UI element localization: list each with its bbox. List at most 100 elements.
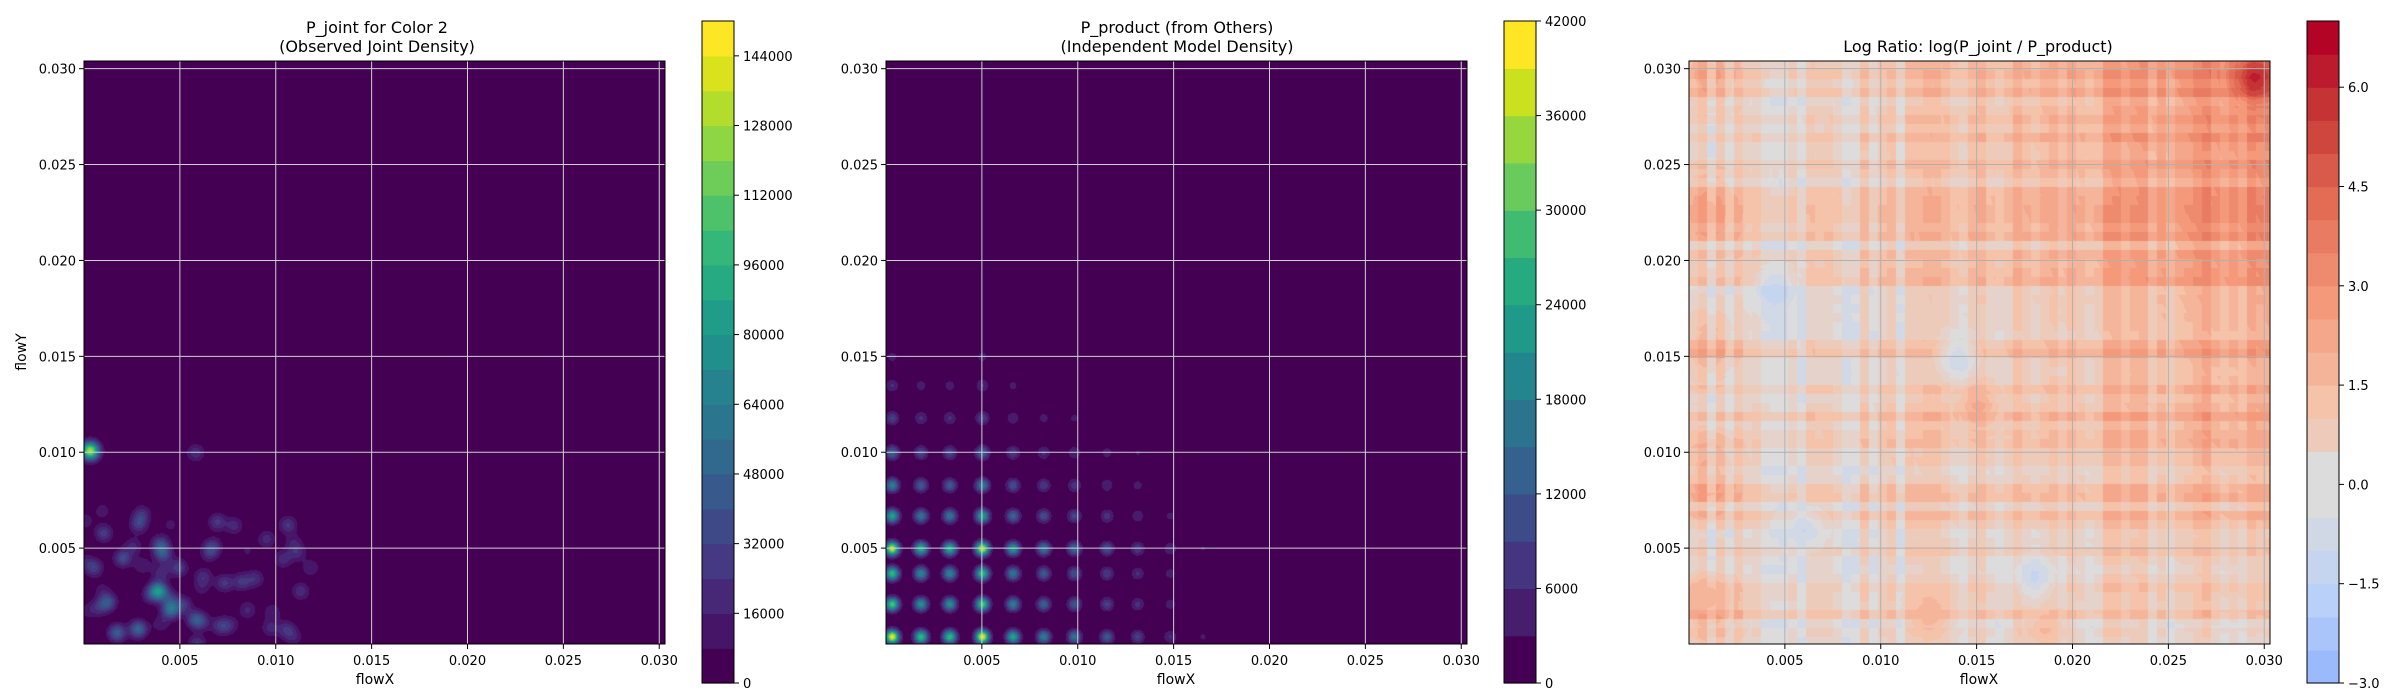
colorbar-segment (702, 230, 734, 266)
colorbar-segment (702, 508, 734, 545)
y-tick-label: 0.025 (39, 159, 76, 174)
colorbar-segment (702, 648, 734, 684)
colorbar-segment (1504, 588, 1536, 637)
panel-logratio-xlabel: flowX (1960, 672, 1999, 688)
colorbar-segment (702, 369, 734, 405)
colorbar-tick-label: 3.0 (2348, 280, 2369, 295)
colorbar-segment (2307, 120, 2339, 154)
x-tick-label: 0.025 (545, 654, 582, 669)
colorbar-segment (702, 160, 734, 196)
colorbar-segment (702, 334, 734, 371)
colorbar-tick-label: 80000 (743, 329, 784, 344)
y-tick-label: 0.015 (841, 350, 878, 365)
colorbar-segment (2307, 219, 2339, 254)
colorbar-segment (1504, 68, 1536, 117)
panel-logratio-grid (1689, 61, 2270, 644)
colorbar-segment (2307, 285, 2339, 320)
panel-product-title: P_product (from Others) (Independent Mode… (1061, 18, 1294, 56)
panel-product-xlabel: flowX (1157, 672, 1196, 688)
colorbar-segment (2307, 54, 2339, 88)
x-tick-label: 0.010 (1059, 654, 1096, 669)
colorbar-tick-label: −3.0 (2348, 677, 2380, 692)
colorbar-frame (701, 20, 735, 684)
colorbar-segment (2307, 186, 2339, 221)
colorbar-tick-label: 0.0 (2348, 478, 2369, 493)
x-tick-label: 0.030 (2246, 654, 2283, 669)
x-tick-label: 0.020 (1251, 654, 1288, 669)
panel-joint-ylabel: flowY (14, 333, 30, 371)
colorbar-tick-label: 6000 (1545, 582, 1578, 597)
colorbar-segment (2307, 517, 2339, 552)
colorbar-segment (702, 299, 734, 336)
colorbar-segment (2307, 550, 2339, 585)
x-tick-label: 0.030 (1443, 654, 1480, 669)
colorbar-frame (1503, 20, 1537, 684)
panel-joint-heatmap (84, 61, 665, 644)
panel-product: P_product (from Others) (Independent Mode… (841, 15, 1587, 692)
colorbar-segment (1504, 352, 1536, 400)
panel-product-colorbar: 0 6000 12000 18000 24000 30000 36000 42000 (1503, 15, 1586, 692)
title-line-2: (Observed Joint Density) (279, 37, 475, 56)
y-tick-label: 0.025 (841, 159, 878, 174)
colorbar-segment (2307, 451, 2339, 485)
colorbar-segment (702, 578, 734, 614)
colorbar-segment (2307, 153, 2339, 188)
x-tick-label: 0.010 (1862, 654, 1899, 669)
colorbar-tick-label: 16000 (743, 607, 784, 622)
panel-logratio-xaxis: 0.005 0.010 0.015 0.020 0.025 0.030 (1766, 644, 2283, 669)
x-tick-label: 0.030 (641, 654, 678, 669)
colorbar-tick-label: 4.5 (2348, 181, 2369, 196)
colorbar-segment (702, 264, 734, 301)
colorbar-segment (1504, 210, 1536, 259)
colorbar-tick-label: 24000 (1545, 299, 1586, 314)
panel-product-frame (885, 60, 1468, 645)
y-tick-label: 0.005 (841, 542, 878, 557)
colorbar-segment (702, 125, 734, 161)
panel-joint-frame (83, 60, 666, 645)
panel-logratio-heatmap (1689, 61, 2270, 644)
x-tick-label: 0.025 (1347, 654, 1384, 669)
panel-logratio-frame (1688, 60, 2271, 645)
x-tick-label: 0.015 (1155, 654, 1192, 669)
panel-logratio-colorbar: −3.0 −1.5 0.0 1.5 3.0 4.5 6.0 (2306, 20, 2380, 692)
colorbar-segment (702, 543, 734, 580)
colorbar-segment (2307, 583, 2339, 618)
y-tick-label: 0.030 (39, 63, 76, 78)
panel-product-grid (886, 61, 1467, 644)
colorbar-tick-label: −1.5 (2348, 578, 2380, 593)
x-tick-label: 0.005 (1766, 654, 1803, 669)
y-tick-label: 0.015 (39, 350, 76, 365)
colorbar-segment (2307, 418, 2339, 452)
colorbar-segment (702, 473, 734, 510)
colorbar-segment (702, 439, 734, 475)
title-line-1: P_joint for Color 2 (306, 18, 448, 38)
colorbar-tick-label: 32000 (743, 538, 784, 553)
x-tick-label: 0.020 (2054, 654, 2091, 669)
colorbar-segment (1504, 304, 1536, 353)
colorbar-segment (2307, 649, 2339, 684)
y-tick-label: 0.030 (841, 63, 878, 78)
colorbar-tick-label: 12000 (1545, 488, 1586, 503)
colorbar-segment (2307, 616, 2339, 651)
colorbar-frame (2306, 20, 2340, 684)
colorbar-tick-label: 18000 (1545, 393, 1586, 408)
colorbar-tick-label: 112000 (743, 189, 793, 204)
y-tick-label: 0.015 (1644, 350, 1681, 365)
panel-product-heatmap (886, 61, 1467, 644)
colorbar-segment (2307, 385, 2339, 419)
colorbar-segment (1504, 635, 1536, 684)
colorbar-tick-label: 36000 (1545, 110, 1586, 125)
colorbar-segment (1504, 257, 1536, 306)
panel-logratio: Log Ratio: log(P_joint / P_product) 0.00… (1644, 20, 2380, 692)
colorbar-segment (702, 195, 734, 231)
colorbar-segment (2307, 87, 2339, 121)
y-tick-label: 0.020 (841, 254, 878, 269)
x-tick-label: 0.015 (353, 654, 390, 669)
colorbar-segment (1504, 493, 1536, 542)
title-line-1: Log Ratio: log(P_joint / P_product) (1843, 37, 2113, 57)
y-tick-label: 0.005 (39, 542, 76, 557)
colorbar-segment (702, 21, 734, 57)
y-tick-label: 0.010 (1644, 446, 1681, 461)
panel-product-yaxis: 0.005 0.010 0.015 0.020 0.025 0.030 (841, 63, 886, 557)
